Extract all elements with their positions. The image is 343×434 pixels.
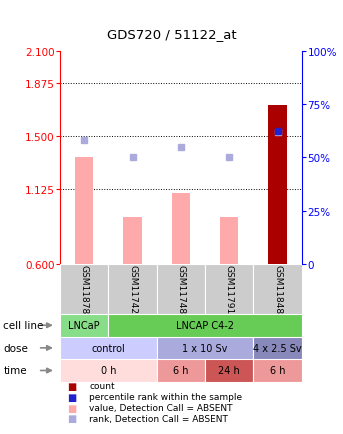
Text: GDS720 / 51122_at: GDS720 / 51122_at — [107, 28, 236, 41]
Text: LNCaP: LNCaP — [68, 321, 100, 330]
Text: GSM11848: GSM11848 — [273, 265, 282, 314]
Text: 4 x 2.5 Sv: 4 x 2.5 Sv — [253, 343, 302, 353]
Bar — [123, 217, 142, 264]
Text: 1 x 10 Sv: 1 x 10 Sv — [182, 343, 228, 353]
Text: rank, Detection Call = ABSENT: rank, Detection Call = ABSENT — [89, 414, 228, 423]
Text: percentile rank within the sample: percentile rank within the sample — [89, 392, 242, 401]
Bar — [269, 105, 287, 264]
Text: 0 h: 0 h — [100, 366, 116, 375]
Bar — [205, 264, 253, 314]
Bar — [253, 264, 302, 314]
Text: ■: ■ — [67, 403, 76, 413]
Text: control: control — [92, 343, 125, 353]
Bar — [205, 359, 253, 382]
Text: GSM11742: GSM11742 — [128, 265, 137, 314]
Bar — [157, 337, 253, 359]
Bar — [253, 337, 302, 359]
Bar — [157, 359, 205, 382]
Text: 6 h: 6 h — [173, 366, 189, 375]
Bar — [108, 314, 302, 337]
Bar — [108, 264, 157, 314]
Text: 6 h: 6 h — [270, 366, 285, 375]
Text: LNCAP C4-2: LNCAP C4-2 — [176, 321, 234, 330]
Bar — [60, 359, 157, 382]
Bar — [60, 314, 108, 337]
Text: dose: dose — [3, 343, 28, 353]
Bar — [60, 337, 157, 359]
Text: ■: ■ — [67, 381, 76, 391]
Text: time: time — [3, 366, 27, 375]
Text: value, Detection Call = ABSENT: value, Detection Call = ABSENT — [89, 403, 233, 412]
Text: 24 h: 24 h — [218, 366, 240, 375]
Text: cell line: cell line — [3, 321, 44, 330]
Text: ■: ■ — [67, 414, 76, 424]
Bar — [253, 359, 302, 382]
Bar — [220, 217, 238, 264]
Bar — [157, 264, 205, 314]
Text: GSM11791: GSM11791 — [225, 265, 234, 314]
Text: GSM11878: GSM11878 — [80, 265, 89, 314]
Text: GSM11748: GSM11748 — [176, 265, 186, 314]
Text: count: count — [89, 381, 115, 391]
Text: ■: ■ — [67, 392, 76, 402]
Bar — [172, 194, 190, 264]
Bar — [75, 158, 93, 264]
Bar — [60, 264, 108, 314]
